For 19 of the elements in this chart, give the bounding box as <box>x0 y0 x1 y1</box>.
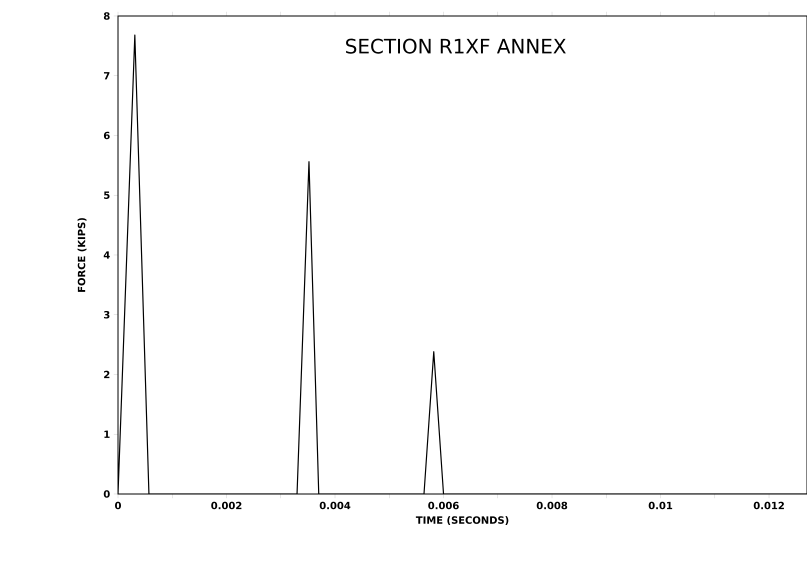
x-tick-label: 0.008 <box>536 502 568 510</box>
y-tick-label: 3 <box>104 310 110 319</box>
x-tick-label: 0.006 <box>428 502 459 510</box>
y-tick-label: 1 <box>104 430 110 438</box>
y-tick-label: 0 <box>104 490 110 498</box>
y-axis-title: FORCE (KIPS) <box>78 218 86 292</box>
y-tick-label: 2 <box>104 370 110 378</box>
y-tick-label: 5 <box>104 192 110 199</box>
x-tick-label: 0.004 <box>320 502 350 510</box>
x-axis-title: TIME (SECONDS) <box>416 516 508 526</box>
text: SECTION R1XF ANNEX <box>346 38 566 54</box>
y-tick-label: 7 <box>104 72 110 80</box>
x-tick-label: 0.012 <box>754 502 784 510</box>
y-tick-label: 6 <box>104 132 110 140</box>
x-tick-label: 0.002 <box>211 502 242 510</box>
x-tick-label: 0.01 <box>648 502 672 510</box>
y-tick-label: 4 <box>104 251 110 259</box>
y-tick-label: 8 <box>104 12 110 20</box>
x-tick-label: 0 <box>115 502 121 510</box>
